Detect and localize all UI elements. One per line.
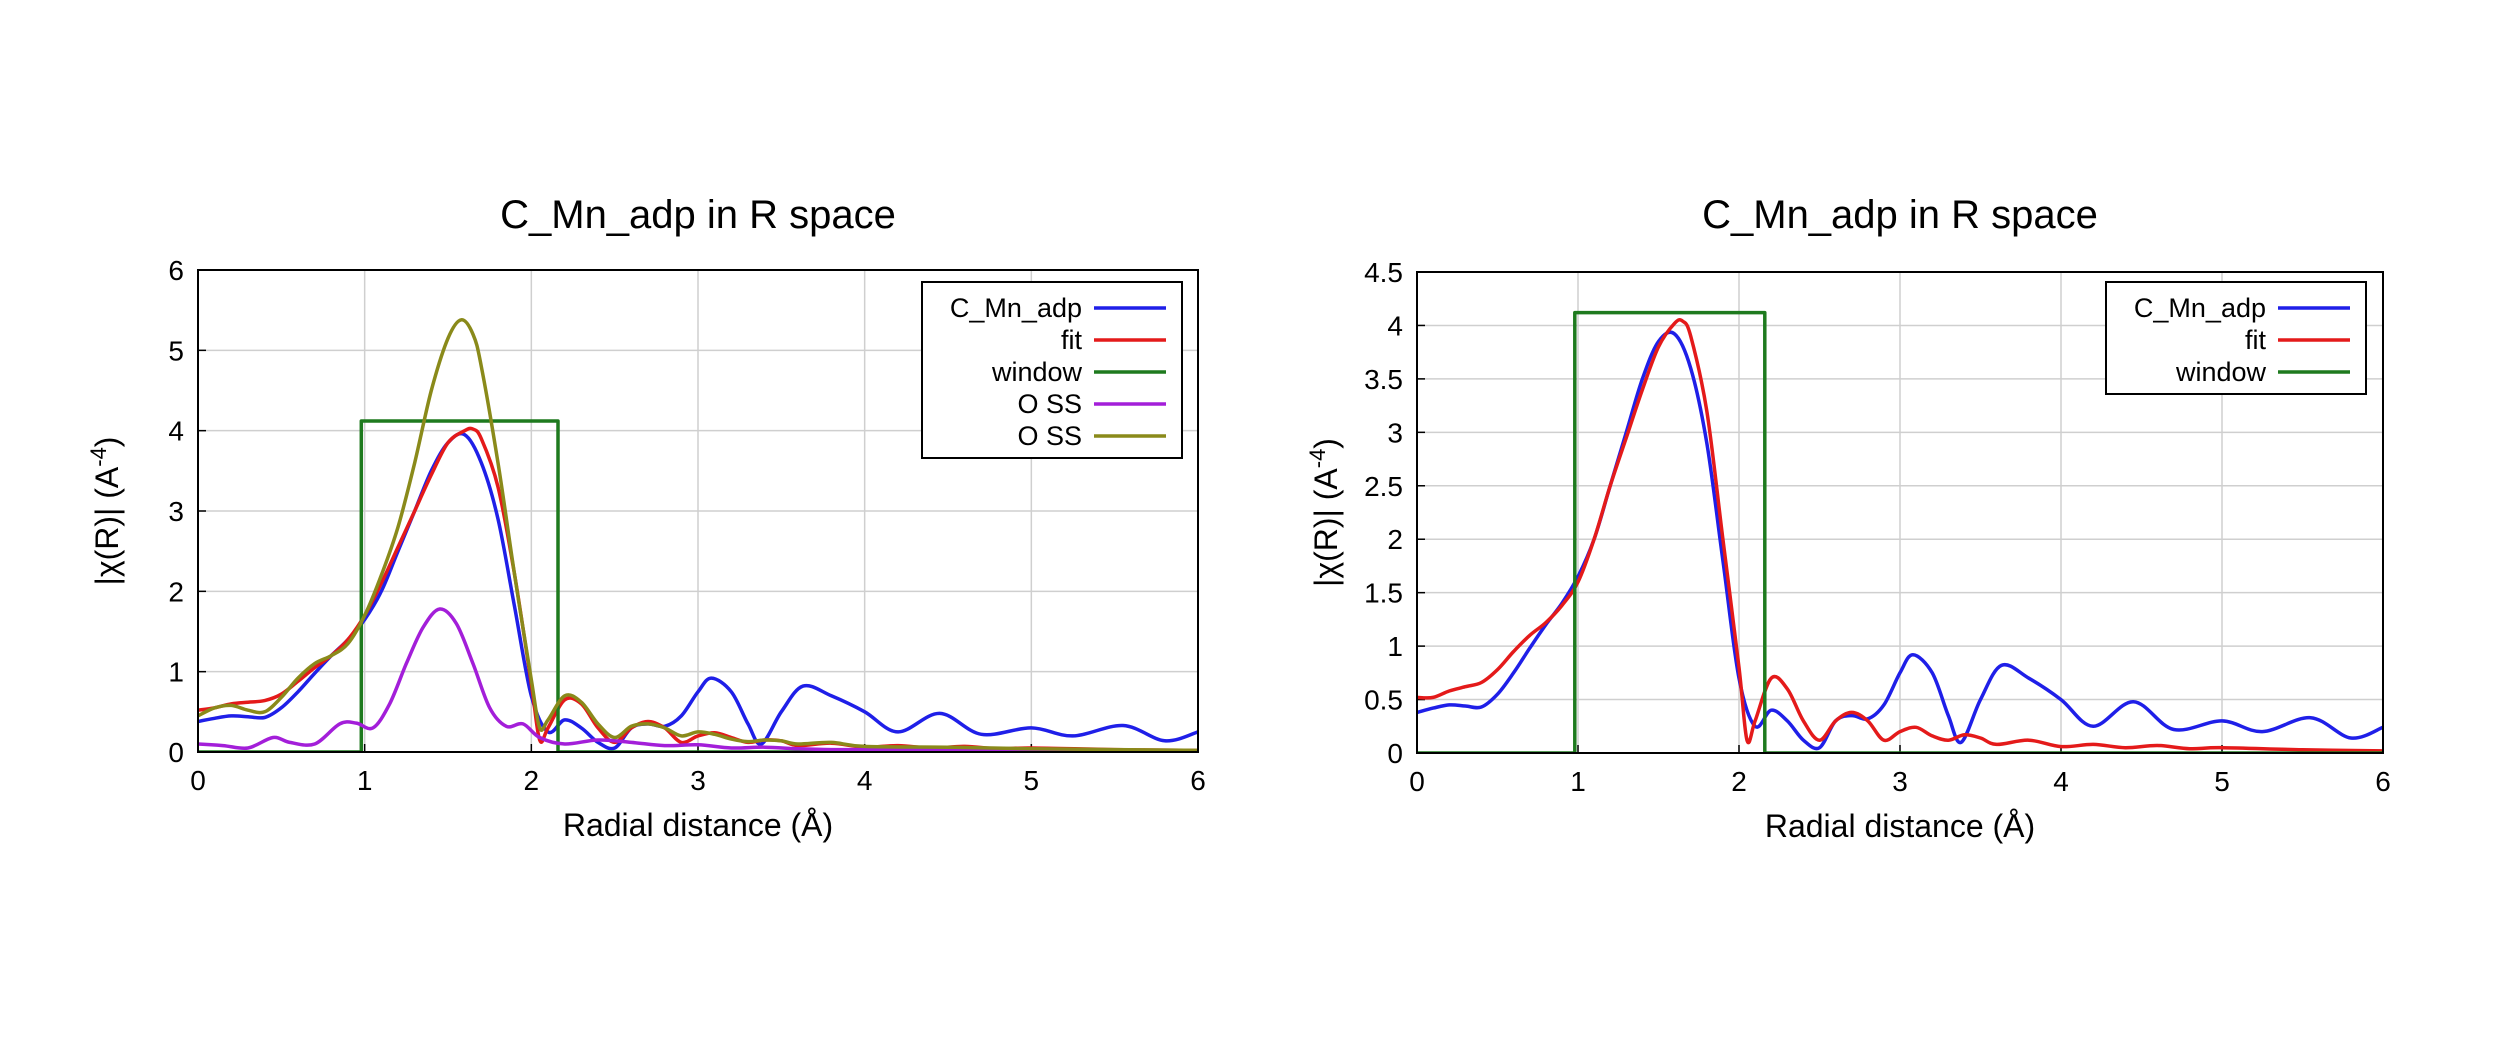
- y-tick-label: 6: [168, 255, 184, 286]
- series-line-fit-1: [1417, 318, 2383, 753]
- series-line-o-ss-4: [198, 318, 1198, 752]
- x-axis-label: Radial distance (Å): [563, 807, 833, 843]
- x-tick-label: 3: [690, 765, 706, 796]
- chart-title: C_Mn_adp in R space: [1702, 193, 2098, 237]
- x-tick-label: 4: [857, 765, 873, 796]
- y-axis-label-close: ): [1308, 438, 1344, 449]
- legend-label: O SS: [1017, 421, 1082, 451]
- y-tick-label: 1: [168, 657, 184, 688]
- series-line-o-ss-3: [198, 607, 1198, 752]
- legend-box: [921, 281, 1183, 459]
- legend-label: window: [991, 357, 1083, 387]
- series-line-window-2: [198, 419, 1198, 752]
- series-line-c-mn-adp-0: [1417, 330, 2383, 751]
- legend-label: fit: [2245, 325, 2267, 355]
- legend-label: window: [2175, 357, 2267, 387]
- series-line-window-2: [1417, 310, 2383, 753]
- x-tick-label: 2: [524, 765, 540, 796]
- y-tick-label: 5: [168, 335, 184, 366]
- x-tick-label: 5: [2214, 766, 2230, 797]
- y-axis-label-exponent: -4: [1305, 449, 1330, 469]
- plot-frame: [197, 269, 1199, 753]
- y-axis-label: |χ(R)| (A-4): [1305, 438, 1345, 587]
- y-tick-label: 0: [1387, 738, 1403, 769]
- plot-frame: [1416, 271, 2384, 754]
- x-tick-label: 6: [2375, 766, 2391, 797]
- y-axis-label-close: ): [89, 437, 125, 448]
- plot-area: [198, 318, 1198, 752]
- x-tick-label: 5: [1024, 765, 1040, 796]
- x-tick-label: 0: [190, 765, 206, 796]
- chart-1: C_Mn_adp in R space 0 1 2 3 4 5 6 0 1 2 3 4 5 6 Radial …: [86, 193, 1206, 843]
- y-tick-label: 1.5: [1364, 578, 1403, 609]
- x-tick-label: 6: [1190, 765, 1206, 796]
- legend-label: C_Mn_adp: [950, 293, 1082, 323]
- y-tick-label: 4.5: [1364, 257, 1403, 288]
- x-tick-label: 4: [2053, 766, 2069, 797]
- x-tick-label: 2: [1731, 766, 1747, 797]
- y-tick-label: 4: [168, 416, 184, 447]
- y-tick-label: 3.5: [1364, 364, 1403, 395]
- y-tick-label: 1: [1387, 631, 1403, 662]
- plot-area: [1417, 310, 2383, 753]
- y-tick-label: 2: [1387, 524, 1403, 555]
- y-tick-label: 0.5: [1364, 685, 1403, 716]
- x-tick-label: 0: [1409, 766, 1425, 797]
- legend-box: [2105, 281, 2367, 395]
- chart-title: C_Mn_adp in R space: [500, 193, 896, 237]
- y-tick-label: 3: [168, 496, 184, 527]
- x-axis-label: Radial distance (Å): [1765, 808, 2035, 844]
- y-axis-label-text: |χ(R)| (A: [1308, 468, 1344, 587]
- legend-label: fit: [1061, 325, 1083, 355]
- x-tick-label: 1: [1570, 766, 1586, 797]
- chart-2: C_Mn_adp in R space 0 1 2 3 4 5 6 0 0.5 1 1.5 2 2.5 3 3…: [1305, 193, 2391, 844]
- y-axis-label-text: |χ(R)| (A: [89, 466, 125, 585]
- y-tick-label: 0: [168, 737, 184, 768]
- y-axis-label-exponent: -4: [86, 447, 111, 467]
- legend-label: O SS: [1017, 389, 1082, 419]
- y-tick-label: 2.5: [1364, 471, 1403, 502]
- y-axis-label: |χ(R)| (A-4): [86, 437, 126, 586]
- y-tick-label: 4: [1387, 310, 1403, 341]
- x-tick-label: 1: [357, 765, 373, 796]
- legend-label: C_Mn_adp: [2134, 293, 2266, 323]
- y-tick-label: 2: [168, 576, 184, 607]
- y-tick-label: 3: [1387, 417, 1403, 448]
- x-tick-label: 3: [1892, 766, 1908, 797]
